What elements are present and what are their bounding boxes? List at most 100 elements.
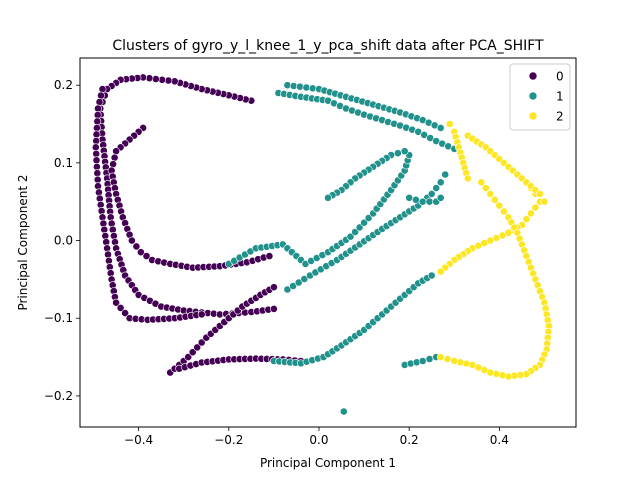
data-point-cluster-1 (355, 223, 364, 232)
data-point-cluster-1 (393, 149, 402, 158)
data-point-cluster-1 (289, 282, 297, 290)
data-point-cluster-2 (436, 267, 445, 276)
x-tick-label: −0.2 (214, 433, 243, 447)
chart-title: Clusters of gyro_y_l_knee_1_y_pca_shift … (112, 38, 544, 54)
data-point-cluster-0 (112, 147, 120, 156)
y-axis-label: Principal Component 2 (16, 174, 30, 310)
data-point-cluster-0 (269, 283, 278, 292)
data-point-cluster-0 (112, 298, 120, 307)
data-point-cluster-0 (93, 175, 102, 184)
data-point-cluster-1 (427, 189, 436, 198)
data-point-cluster-2 (443, 355, 452, 363)
legend-marker-2 (528, 111, 538, 121)
data-point-cluster-2 (486, 189, 495, 198)
data-point-cluster-0 (95, 98, 104, 106)
x-axis-ticks: −0.4 −0.2 0.0 0.2 0.4 (124, 427, 509, 447)
data-point-cluster-1 (436, 178, 445, 187)
data-point-cluster-2 (490, 195, 499, 204)
legend: 0 1 2 (509, 63, 571, 131)
data-point-cluster-1 (339, 407, 348, 416)
data-point-cluster-2 (540, 197, 549, 206)
data-point-cluster-2 (436, 353, 445, 361)
data-point-cluster-2 (445, 120, 454, 128)
x-tick-label: 0.0 (309, 433, 328, 447)
data-point-cluster-1 (427, 271, 436, 280)
data-point-cluster-0 (93, 117, 102, 126)
data-point-cluster-1 (425, 197, 434, 206)
data-point-cluster-0 (93, 162, 101, 171)
legend-label-0: 0 (556, 70, 564, 84)
data-point-cluster-2 (450, 357, 459, 365)
data-point-cluster-1 (400, 147, 409, 156)
data-point-cluster-0 (188, 348, 197, 357)
data-point-cluster-0 (132, 242, 141, 251)
data-point-cluster-0 (91, 143, 100, 152)
data-point-cluster-0 (197, 310, 206, 319)
x-axis-label: Principal Component 1 (260, 456, 396, 470)
data-point-cluster-2 (531, 203, 540, 212)
data-points-layer (91, 73, 553, 416)
plot-frame (79, 57, 577, 428)
data-point-cluster-0 (184, 353, 193, 361)
data-point-cluster-1 (360, 218, 368, 227)
data-point-cluster-1 (411, 195, 420, 204)
y-tick-label: 0.1 (54, 156, 73, 170)
data-point-cluster-0 (92, 149, 101, 158)
data-point-cluster-0 (110, 153, 119, 162)
data-point-cluster-0 (265, 252, 274, 260)
y-axis-ticks: −0.2 −0.1 0.0 0.1 0.2 (44, 78, 80, 403)
data-point-cluster-2 (495, 201, 504, 210)
data-point-cluster-0 (193, 343, 202, 352)
legend-box (509, 63, 571, 131)
data-point-cluster-1 (418, 197, 427, 206)
data-point-cluster-2 (527, 209, 535, 218)
data-point-cluster-2 (477, 178, 486, 187)
data-point-cluster-1 (418, 357, 427, 365)
data-point-cluster-1 (425, 355, 434, 363)
data-point-cluster-0 (93, 111, 102, 119)
data-point-cluster-1 (436, 193, 445, 202)
data-point-cluster-0 (142, 252, 151, 260)
data-point-cluster-0 (151, 75, 160, 83)
data-point-cluster-0 (94, 104, 102, 113)
legend-marker-0 (528, 71, 538, 81)
data-point-cluster-0 (127, 236, 136, 245)
y-tick-label: −0.1 (44, 311, 73, 325)
data-point-cluster-0 (93, 124, 101, 132)
data-point-cluster-1 (436, 124, 445, 132)
y-tick-label: 0.0 (54, 234, 73, 248)
data-point-cluster-1 (324, 193, 332, 202)
legend-marker-1 (528, 91, 538, 101)
x-tick-label: 0.4 (490, 433, 509, 447)
data-point-cluster-0 (197, 338, 206, 347)
y-tick-label: 0.2 (54, 78, 73, 92)
data-point-cluster-2 (522, 215, 531, 224)
data-point-cluster-1 (426, 134, 435, 142)
data-point-cluster-0 (269, 304, 278, 313)
data-point-cluster-0 (121, 309, 129, 317)
data-point-cluster-1 (420, 130, 429, 139)
data-point-cluster-1 (441, 170, 450, 179)
legend-label-1: 1 (556, 90, 564, 104)
data-point-cluster-1 (432, 184, 441, 192)
data-point-cluster-2 (536, 189, 544, 198)
data-point-cluster-0 (92, 156, 101, 165)
data-point-cluster-2 (463, 174, 472, 183)
x-tick-label: 0.2 (400, 433, 419, 447)
data-point-cluster-0 (92, 130, 101, 139)
data-point-cluster-0 (109, 160, 117, 169)
data-point-cluster-2 (499, 207, 508, 216)
data-point-cluster-1 (294, 278, 303, 287)
data-point-cluster-0 (97, 91, 105, 100)
y-tick-label: −0.2 (44, 389, 73, 403)
data-point-cluster-1 (283, 285, 292, 294)
data-point-cluster-0 (116, 303, 125, 312)
x-tick-label: −0.4 (124, 433, 153, 447)
data-point-cluster-0 (98, 85, 107, 93)
data-point-cluster-1 (346, 232, 355, 241)
legend-label-2: 2 (556, 110, 564, 124)
data-point-cluster-0 (93, 169, 102, 178)
data-point-cluster-1 (296, 82, 304, 91)
